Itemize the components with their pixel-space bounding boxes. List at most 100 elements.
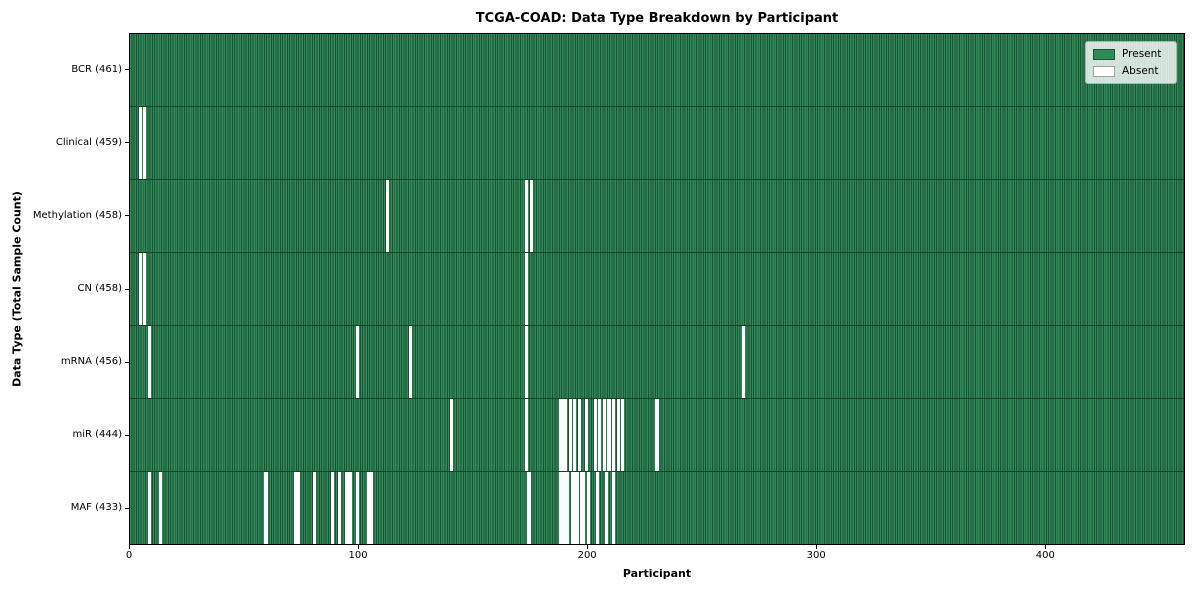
absent-cell <box>294 472 298 544</box>
absent-cell <box>525 326 529 398</box>
absent-cell <box>529 180 533 252</box>
absent-cell <box>143 253 147 325</box>
x-tick-label-400: 400 <box>1035 550 1055 561</box>
absent-cell <box>369 472 373 544</box>
heatmap-row-CN <box>130 253 1184 326</box>
y-tick-label-BCR: BCR (461) <box>71 63 122 75</box>
heatmap-plot <box>129 33 1185 545</box>
legend-present-label: Present <box>1122 48 1162 60</box>
heatmap-row-Clinical <box>130 107 1184 180</box>
y-tick-mark <box>125 215 129 217</box>
x-axis-label: Participant <box>622 567 692 580</box>
absent-cell <box>138 107 142 179</box>
absent-cell <box>138 253 142 325</box>
absent-cell <box>525 399 529 471</box>
absent-cell <box>527 472 531 544</box>
absent-cell <box>577 399 581 471</box>
absent-cell <box>525 253 529 325</box>
legend: Present Absent <box>1085 41 1177 84</box>
absent-cell <box>525 180 529 252</box>
absent-cell <box>655 399 659 471</box>
y-tick-mark <box>125 434 129 436</box>
absent-cell <box>598 399 602 471</box>
legend-item-absent: Absent <box>1093 65 1169 77</box>
absent-cell <box>573 399 577 471</box>
absent-cell <box>564 472 568 544</box>
x-tick-mark <box>358 545 360 549</box>
absent-cell <box>573 472 577 544</box>
x-tick-label-200: 200 <box>577 550 597 561</box>
x-tick-mark <box>129 545 130 549</box>
absent-cell <box>143 107 147 179</box>
absent-cell <box>264 472 268 544</box>
absent-cell <box>385 180 389 252</box>
y-tick-mark <box>125 142 129 144</box>
absent-cell <box>559 399 563 471</box>
y-tick-label-Methylation: Methylation (458) <box>32 209 122 221</box>
y-tick-mark <box>125 507 129 509</box>
absent-cell <box>349 472 353 544</box>
y-tick-label-mRNA: mRNA (456) <box>60 356 122 368</box>
y-tick-label-MAF: MAF (433) <box>70 502 122 514</box>
x-tick-mark <box>587 545 589 549</box>
y-tick-label-CN: CN (458) <box>77 283 122 294</box>
absent-cell <box>367 472 371 544</box>
x-tick-label-100: 100 <box>348 550 368 561</box>
heatmap-row-Methylation <box>130 180 1184 253</box>
absent-cell <box>312 472 316 544</box>
absent-cell <box>621 399 625 471</box>
absent-cell <box>568 399 572 471</box>
chart-title: TCGA-COAD: Data Type Breakdown by Partic… <box>475 11 839 26</box>
y-tick-label-Clinical: Clinical (459) <box>55 136 122 148</box>
heatmap-row-MAF <box>130 472 1184 544</box>
absent-cell <box>564 399 568 471</box>
absent-cell <box>593 399 597 471</box>
absent-cell <box>355 326 360 398</box>
absent-cell <box>612 472 616 544</box>
absent-cell <box>607 399 611 471</box>
y-tick-mark <box>125 288 129 290</box>
absent-cell <box>575 472 579 544</box>
heatmap-row-mRNA <box>130 326 1184 399</box>
absent-cell <box>602 399 606 471</box>
absent-cell <box>605 472 609 544</box>
absent-cell <box>355 472 360 544</box>
absent-cell <box>616 399 620 471</box>
absent-cell <box>612 399 616 471</box>
absent-cell <box>584 399 588 471</box>
absent-cell <box>408 326 412 398</box>
legend-absent-label: Absent <box>1122 65 1159 77</box>
absent-cell <box>330 472 334 544</box>
present-swatch-icon <box>1093 48 1115 60</box>
absent-cell <box>296 472 300 544</box>
y-tick-mark <box>125 361 129 363</box>
absent-cell <box>449 399 453 471</box>
absent-cell <box>596 472 600 544</box>
absent-cell <box>561 399 565 471</box>
absent-cell <box>561 472 565 544</box>
absent-cell <box>344 472 348 544</box>
absent-swatch-icon <box>1093 65 1115 77</box>
absent-cell <box>559 472 563 544</box>
x-tick-mark <box>1045 545 1047 549</box>
absent-cell <box>582 472 586 544</box>
absent-cell <box>580 472 584 544</box>
absent-cell <box>147 472 151 544</box>
absent-cell <box>147 326 151 398</box>
x-tick-label-0: 0 <box>125 550 133 561</box>
x-tick-mark <box>816 545 818 549</box>
absent-cell <box>586 472 590 544</box>
legend-item-present: Present <box>1093 48 1169 60</box>
absent-cell <box>346 472 350 544</box>
y-tick-label-miR: miR (444) <box>72 429 122 441</box>
absent-cell <box>337 472 341 544</box>
absent-cell <box>159 472 163 544</box>
absent-cell <box>570 472 574 544</box>
heatmap-row-miR <box>130 399 1184 472</box>
x-tick-label-300: 300 <box>806 550 826 561</box>
y-tick-mark <box>125 69 129 71</box>
absent-cell <box>566 472 570 544</box>
absent-cell <box>742 326 746 398</box>
heatmap-row-BCR <box>130 34 1184 107</box>
